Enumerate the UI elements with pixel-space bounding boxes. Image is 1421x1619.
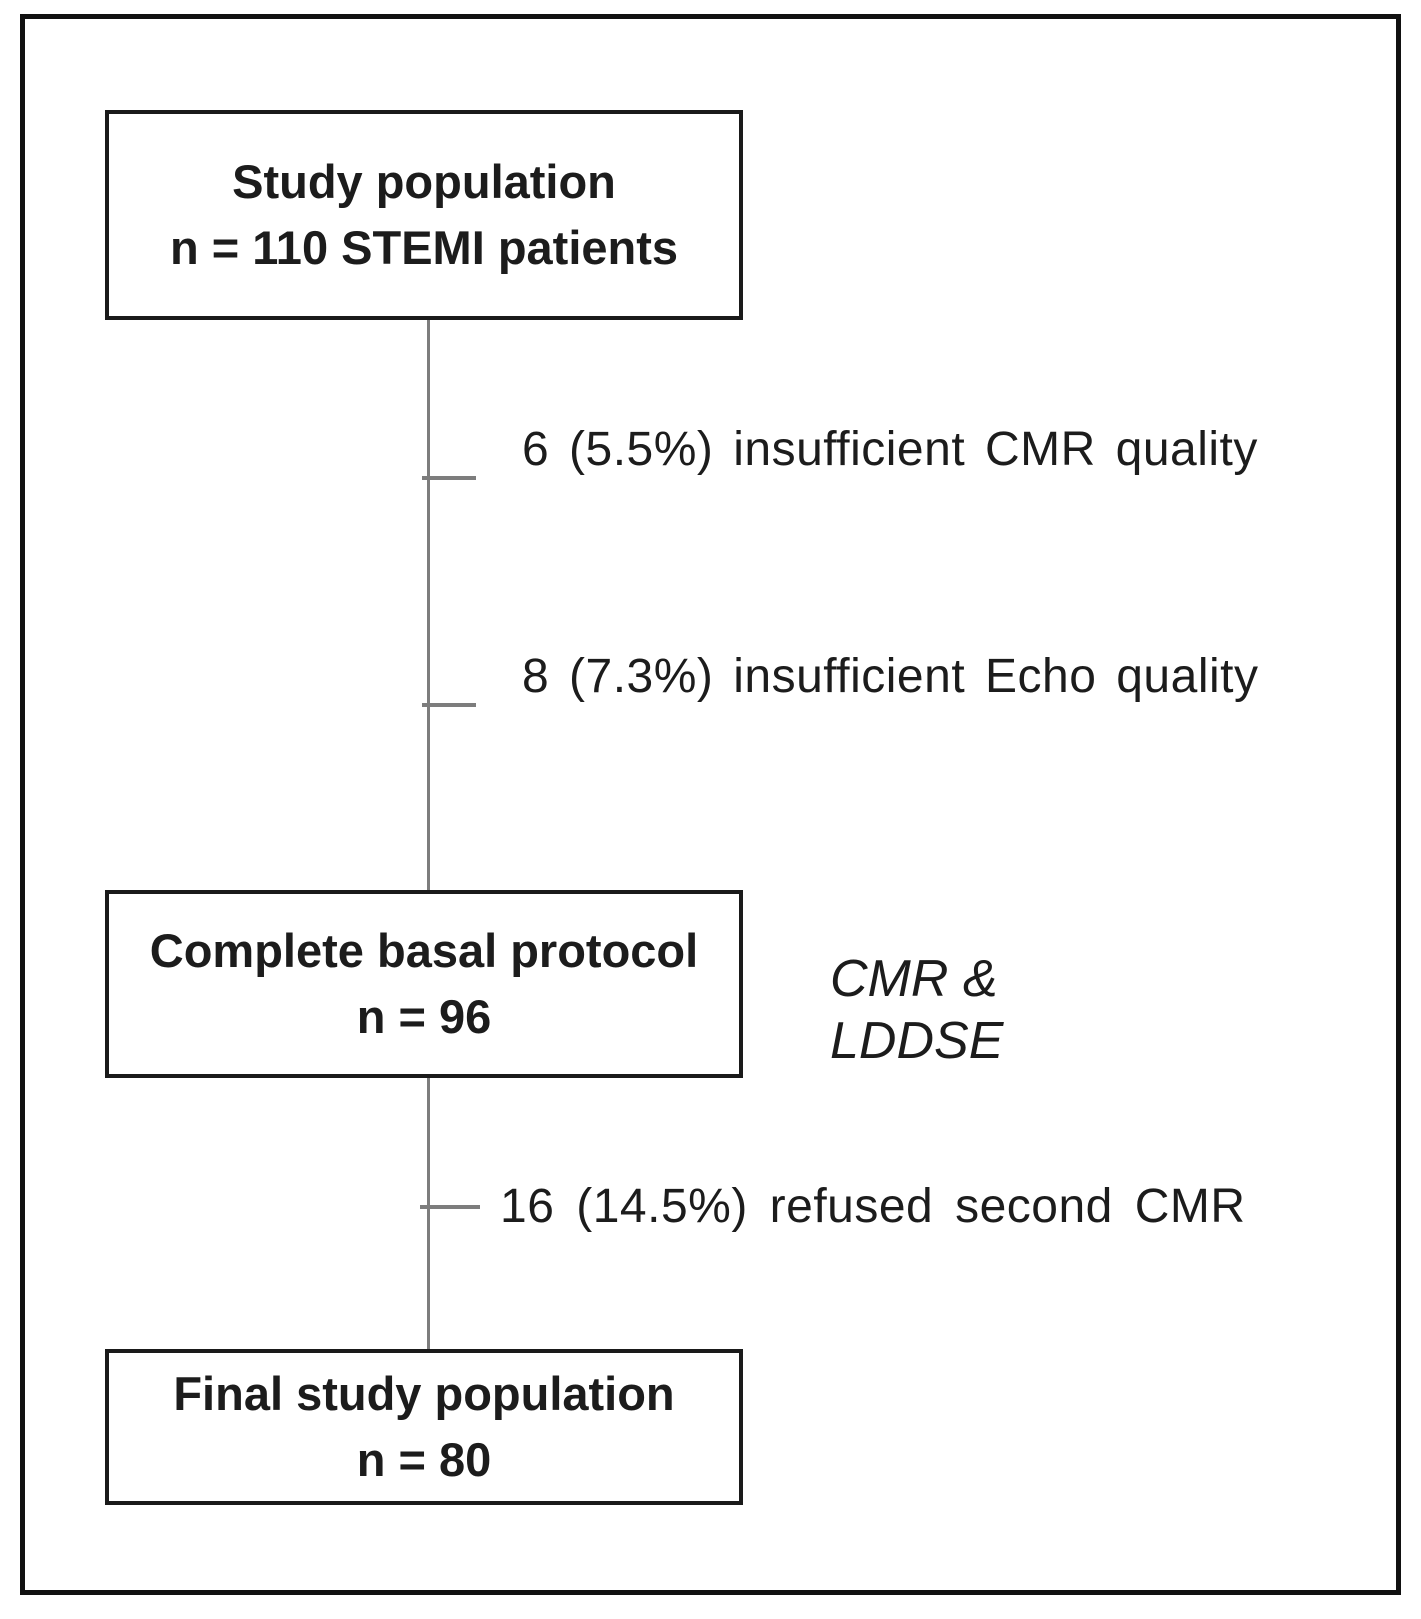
exclusion-tick-cmr-quality <box>422 476 476 480</box>
exclusion-refused-second-cmr: 16 (14.5%) refused second CMR <box>500 1180 1246 1233</box>
final-study-population-box: Final study population n = 80 <box>105 1349 743 1505</box>
study-population-box: Study population n = 110 STEMI patients <box>105 110 743 320</box>
complete-basal-protocol-line1: Complete basal protocol <box>149 924 699 977</box>
study-population-line1: Study population <box>232 155 616 208</box>
connector-line-upper <box>427 320 430 892</box>
exclusion-echo-quality: 8 (7.3%) insufficient Echo quality <box>522 650 1259 703</box>
complete-basal-protocol-box: Complete basal protocol n = 96 <box>105 890 743 1078</box>
side-label-cmr-lddse: CMR & LDDSE <box>830 948 1003 1072</box>
exclusion-tick-echo-quality <box>422 703 476 707</box>
study-population-line2: n = 110 STEMI patients <box>169 221 679 274</box>
final-study-population-line1: Final study population <box>173 1367 675 1420</box>
diagram-outer-frame <box>20 14 1401 1595</box>
final-study-population-line2: n = 80 <box>356 1433 492 1486</box>
exclusion-tick-refused-cmr <box>420 1205 480 1209</box>
connector-line-lower <box>427 1078 430 1350</box>
exclusion-cmr-quality: 6 (5.5%) insufficient CMR quality <box>522 423 1258 476</box>
complete-basal-protocol-line2: n = 96 <box>356 990 492 1043</box>
side-label-line2: LDDSE <box>830 1012 1004 1070</box>
side-label-line1: CMR & <box>830 950 998 1008</box>
